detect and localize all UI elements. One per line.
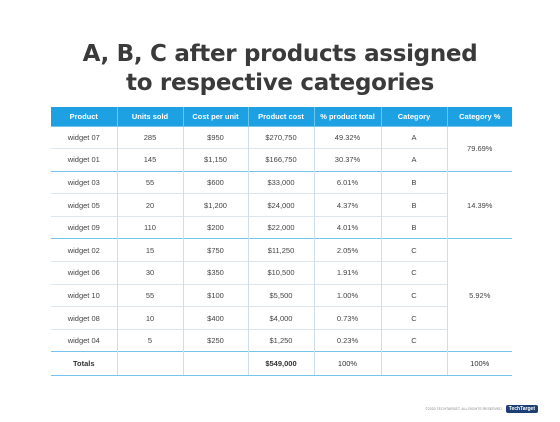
title-line-1: A, B, C after products assigned bbox=[82, 41, 478, 67]
cell-product: widget 01 bbox=[51, 148, 117, 172]
cell-pct-product-total: 0.23% bbox=[313, 328, 381, 352]
table-bottom-rule bbox=[51, 375, 512, 376]
cell-category: C bbox=[380, 261, 447, 285]
totals-product-cost: $549,000 bbox=[247, 351, 314, 375]
cell-units-sold: 55 bbox=[116, 170, 183, 194]
cell-product: widget 08 bbox=[51, 306, 117, 330]
totals-empty bbox=[380, 351, 447, 375]
cell-product: widget 03 bbox=[51, 170, 117, 194]
cell-product-cost: $1,250 bbox=[247, 328, 314, 352]
cell-product: widget 04 bbox=[51, 328, 117, 352]
cell-product: widget 07 bbox=[51, 125, 117, 149]
cell-category: B bbox=[380, 170, 447, 194]
cell-pct-product-total: 4.37% bbox=[313, 193, 381, 217]
cell-category-pct-c: 5.92% bbox=[446, 238, 512, 352]
header-units-sold: Units sold bbox=[116, 107, 183, 126]
cell-category: A bbox=[380, 125, 447, 149]
cell-cost-per-unit: $100 bbox=[182, 283, 248, 307]
header-product: Product bbox=[51, 107, 117, 126]
table-row: widget 08 10 $400 $4,000 0.73% C bbox=[51, 306, 512, 330]
cell-product: widget 02 bbox=[51, 238, 117, 262]
cell-category-pct-a: 79.69% bbox=[446, 125, 512, 172]
cell-product-cost: $24,000 bbox=[247, 193, 314, 217]
header-category: Category bbox=[380, 107, 447, 126]
cell-product-cost: $10,500 bbox=[247, 261, 314, 285]
cell-product-cost: $33,000 bbox=[247, 170, 314, 194]
cell-product: widget 10 bbox=[51, 283, 117, 307]
cell-product-cost: $270,750 bbox=[247, 125, 314, 149]
cell-product: widget 06 bbox=[51, 261, 117, 285]
page-title: A, B, C after products assigned to respe… bbox=[0, 40, 560, 98]
table-row: widget 03 55 $600 $33,000 6.01% B 14.39% bbox=[51, 170, 512, 239]
cell-category: C bbox=[380, 306, 447, 330]
cell-units-sold: 20 bbox=[116, 193, 183, 217]
cell-units-sold: 145 bbox=[116, 148, 183, 172]
table-row: widget 02 15 $750 $11,250 2.05% C 5.92% bbox=[51, 238, 512, 352]
cell-cost-per-unit: $600 bbox=[182, 170, 248, 194]
totals-pct-total: 100% bbox=[313, 351, 381, 375]
cell-cost-per-unit: $400 bbox=[182, 306, 248, 330]
cell-pct-product-total: 1.91% bbox=[313, 261, 381, 285]
totals-row: Totals $549,000 100% 100% bbox=[51, 351, 512, 375]
totals-label: Totals bbox=[51, 351, 117, 375]
cell-units-sold: 5 bbox=[116, 328, 183, 352]
header-pct-product-total: % product total bbox=[313, 107, 381, 126]
totals-empty bbox=[116, 351, 183, 375]
table-header-row: Product Units sold Cost per unit Product… bbox=[51, 107, 512, 126]
cell-category-pct-b: 14.39% bbox=[446, 170, 512, 239]
table-row: widget 05 20 $1,200 $24,000 4.37% B bbox=[51, 193, 512, 217]
cell-pct-product-total: 1.00% bbox=[313, 283, 381, 307]
table-row: widget 10 55 $100 $5,500 1.00% C bbox=[51, 283, 512, 307]
cell-units-sold: 30 bbox=[116, 261, 183, 285]
cell-cost-per-unit: $1,150 bbox=[182, 148, 248, 172]
cell-pct-product-total: 49.32% bbox=[313, 125, 381, 149]
header-category-pct: Category % bbox=[446, 107, 512, 126]
totals-empty bbox=[182, 351, 248, 375]
cell-units-sold: 110 bbox=[116, 215, 183, 239]
table-row: widget 07 285 $950 $270,750 49.32% A 79.… bbox=[51, 125, 512, 172]
table-row: widget 09 110 $200 $22,000 4.01% B bbox=[51, 215, 512, 239]
cell-cost-per-unit: $950 bbox=[182, 125, 248, 149]
cell-pct-product-total: 6.01% bbox=[313, 170, 381, 194]
cell-category: C bbox=[380, 283, 447, 307]
cell-product-cost: $11,250 bbox=[247, 238, 314, 262]
copyright-text: ©2020 TECHTARGET. ALL RIGHTS RESERVED bbox=[425, 407, 502, 411]
cell-product-cost: $5,500 bbox=[247, 283, 314, 307]
techtarget-logo: TechTarget bbox=[505, 405, 538, 413]
cell-units-sold: 55 bbox=[116, 283, 183, 307]
cell-pct-product-total: 2.05% bbox=[313, 238, 381, 262]
table-row: widget 01 145 $1,150 $166,750 30.37% A bbox=[51, 148, 512, 172]
table-row: widget 06 30 $350 $10,500 1.91% C bbox=[51, 261, 512, 285]
cell-category: A bbox=[380, 148, 447, 172]
abc-table: Product Units sold Cost per unit Product… bbox=[51, 107, 512, 375]
cell-cost-per-unit: $200 bbox=[182, 215, 248, 239]
cell-units-sold: 285 bbox=[116, 125, 183, 149]
cell-product-cost: $4,000 bbox=[247, 306, 314, 330]
header-cost-per-unit: Cost per unit bbox=[182, 107, 248, 126]
cell-product-cost: $22,000 bbox=[247, 215, 314, 239]
cell-category: C bbox=[380, 238, 447, 262]
cell-category: C bbox=[380, 328, 447, 352]
cell-units-sold: 15 bbox=[116, 238, 183, 262]
cell-product: widget 09 bbox=[51, 215, 117, 239]
cell-pct-product-total: 0.73% bbox=[313, 306, 381, 330]
cell-pct-product-total: 4.01% bbox=[313, 215, 381, 239]
footer: ©2020 TECHTARGET. ALL RIGHTS RESERVED Te… bbox=[425, 405, 538, 413]
cell-category: B bbox=[380, 193, 447, 217]
cell-product: widget 05 bbox=[51, 193, 117, 217]
cell-cost-per-unit: $1,200 bbox=[182, 193, 248, 217]
header-product-cost: Product cost bbox=[247, 107, 314, 126]
cell-cost-per-unit: $350 bbox=[182, 261, 248, 285]
totals-category-pct: 100% bbox=[446, 351, 512, 375]
cell-category: B bbox=[380, 215, 447, 239]
cell-cost-per-unit: $250 bbox=[182, 328, 248, 352]
title-line-2: to respective categories bbox=[126, 70, 434, 96]
cell-pct-product-total: 30.37% bbox=[313, 148, 381, 172]
table-row: widget 04 5 $250 $1,250 0.23% C bbox=[51, 328, 512, 352]
cell-product-cost: $166,750 bbox=[247, 148, 314, 172]
cell-units-sold: 10 bbox=[116, 306, 183, 330]
cell-cost-per-unit: $750 bbox=[182, 238, 248, 262]
